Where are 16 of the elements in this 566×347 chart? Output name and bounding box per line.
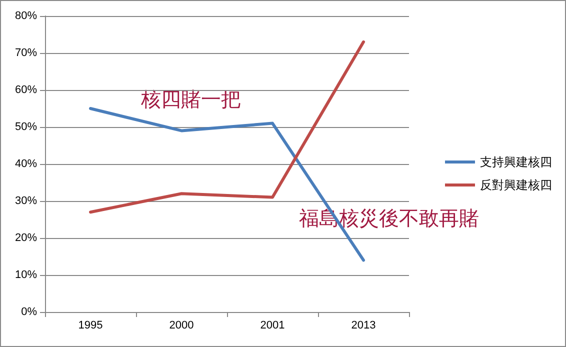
- y-tick-label: 40%: [14, 158, 38, 170]
- y-tick-label: 10%: [14, 269, 38, 281]
- legend-label: 支持興建核四: [480, 155, 552, 169]
- annotation: 核四賭一把: [140, 87, 241, 111]
- y-tick-label: 0%: [21, 306, 38, 318]
- x-tick-label: 2000: [169, 320, 194, 332]
- y-tick-label: 50%: [14, 121, 38, 133]
- legend-label: 反對興建核四: [480, 178, 552, 192]
- x-tick-label: 1995: [78, 320, 103, 332]
- y-tick-label: 70%: [14, 47, 38, 59]
- x-tick-label: 2001: [260, 320, 285, 332]
- y-tick-label: 20%: [14, 232, 38, 244]
- y-tick-label: 30%: [14, 195, 38, 207]
- y-tick-label: 60%: [14, 84, 38, 96]
- x-tick-label: 2013: [351, 320, 376, 332]
- y-tick-label: 80%: [14, 10, 38, 22]
